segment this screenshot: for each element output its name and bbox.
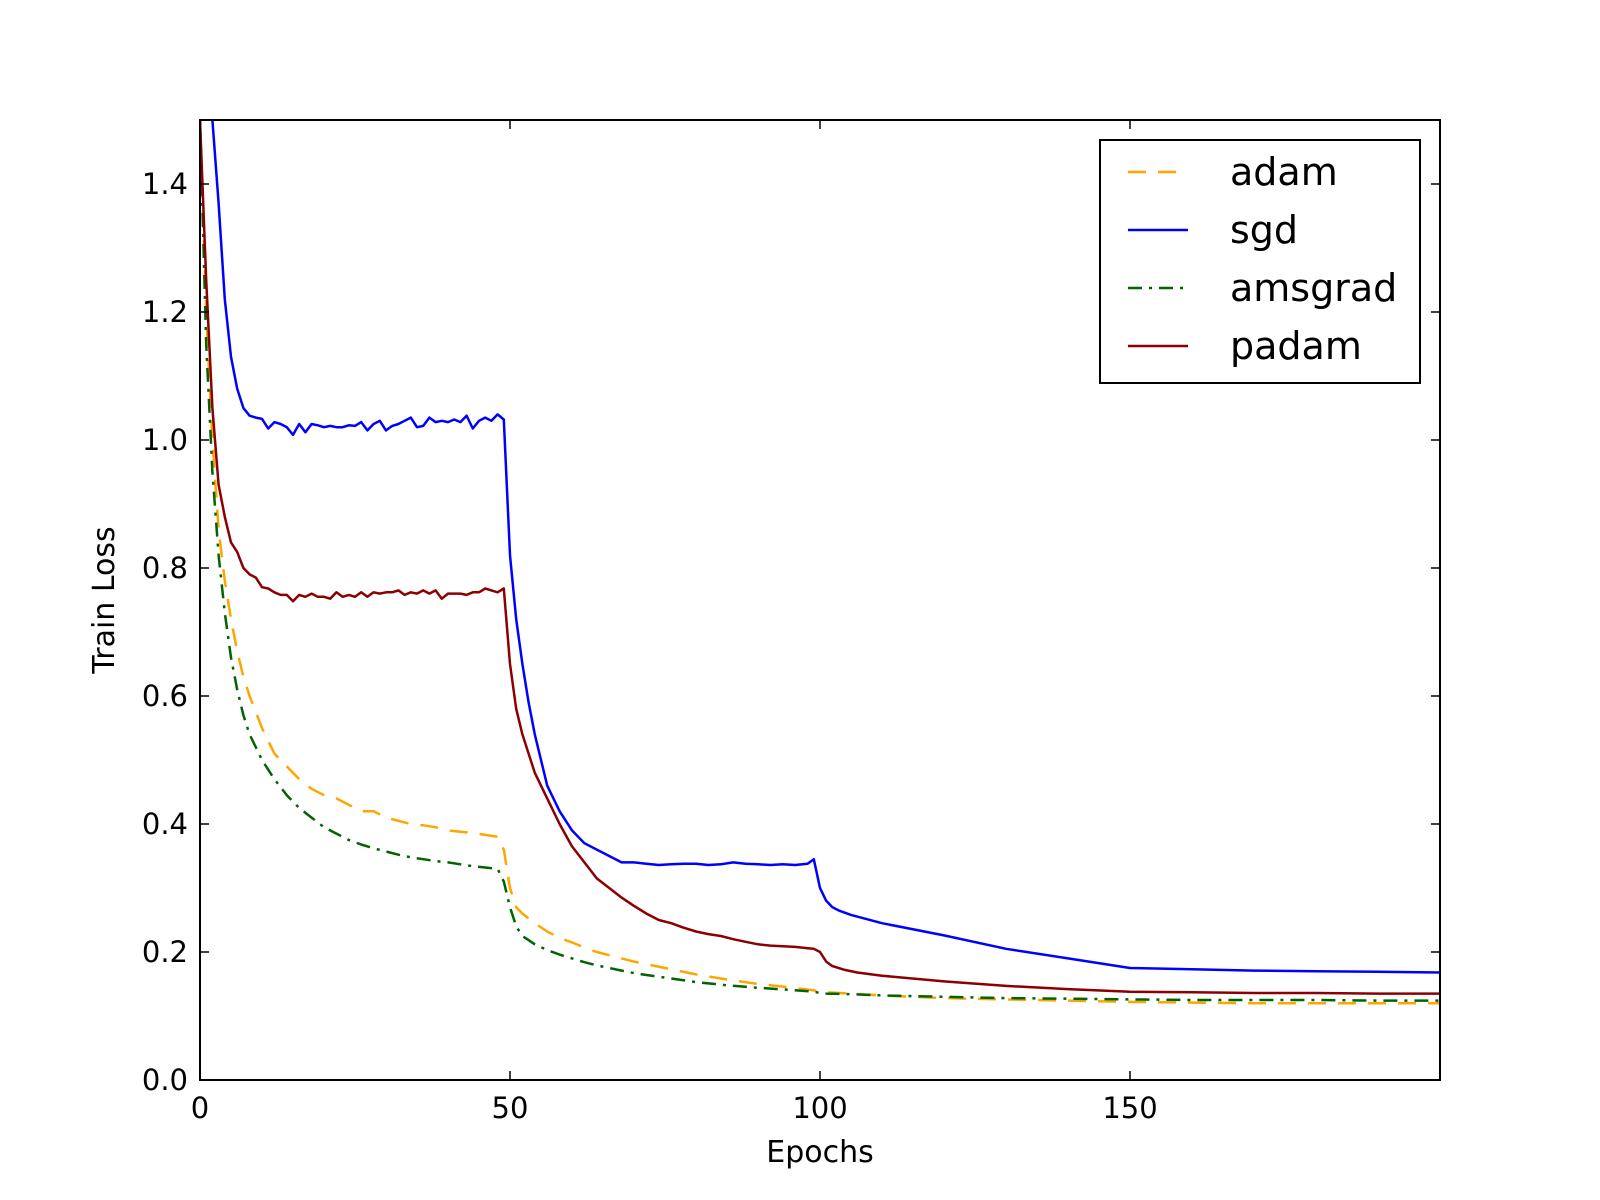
x-tick-label: 50 (492, 1091, 529, 1125)
x-tick-label: 150 (1102, 1091, 1157, 1125)
legend-label-amsgrad: amsgrad (1230, 266, 1397, 310)
legend-label-padam: padam (1230, 324, 1362, 368)
x-tick-label: 100 (792, 1091, 847, 1125)
y-tick-label: 1.2 (142, 295, 188, 329)
legend-box (1099, 139, 1421, 384)
tick-layer: 0 50 100 150 0.0 0.2 0.4 0.6 0.8 1.0 1.2 1.4 (142, 120, 1440, 1125)
y-tick-label: 0.0 (142, 1063, 188, 1097)
series-line-amsgrad (200, 120, 1440, 1002)
y-axis-label: Train Loss (87, 526, 122, 674)
x-axis-label: Epochs (766, 1135, 874, 1170)
y-tick-label: 1.4 (142, 167, 188, 201)
y-tick-label: 0.2 (142, 935, 188, 969)
x-tick-label: 0 (191, 1091, 209, 1125)
legend: adam sgd amsgrad padam (1099, 139, 1421, 384)
y-tick-label: 0.6 (142, 679, 188, 713)
y-tick-label: 1.0 (142, 423, 188, 457)
y-tick-label: 0.4 (142, 807, 188, 841)
series-line-adam (200, 120, 1440, 1005)
series-line-sgd (211, 120, 1440, 974)
series-layer (200, 120, 1440, 1005)
series-line-padam (200, 120, 1440, 995)
legend-label-adam: adam (1230, 150, 1338, 194)
legend-label-sgd: sgd (1230, 208, 1298, 252)
y-tick-label: 0.8 (142, 551, 188, 585)
